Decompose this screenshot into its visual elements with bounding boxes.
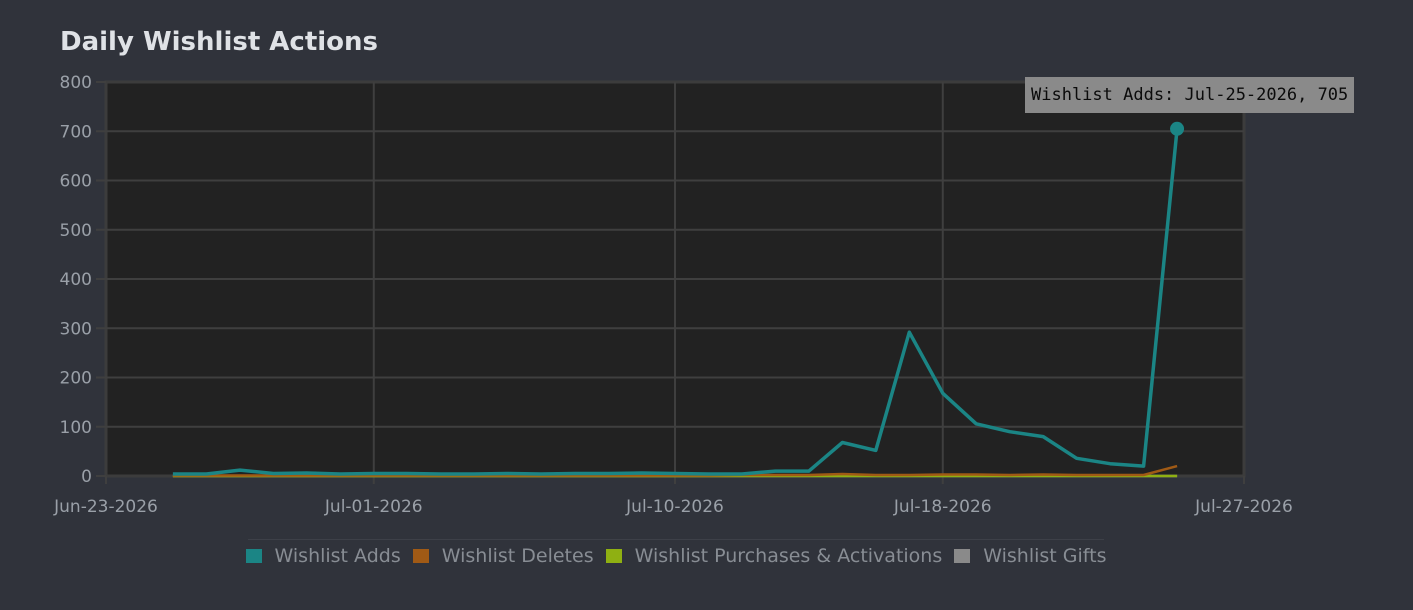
x-tick-label: Jul-18-2026 — [893, 497, 992, 517]
legend-item-wishlist-deletes[interactable]: Wishlist Deletes — [412, 545, 594, 567]
x-tick-label: Jul-10-2026 — [625, 497, 724, 517]
x-tick-label: Jun-23-2026 — [53, 497, 158, 517]
legend-item-wishlist-gifts[interactable]: Wishlist Gifts — [954, 545, 1107, 567]
highlighted-data-point[interactable] — [1170, 121, 1185, 136]
legend-swatch-gifts — [954, 549, 971, 563]
legend-label-deletes: Wishlist Deletes — [441, 545, 594, 567]
legend-swatch-deletes — [412, 549, 429, 563]
legend-item-wishlist-adds[interactable]: Wishlist Adds — [245, 545, 401, 567]
legend-label-adds: Wishlist Adds — [274, 545, 401, 567]
y-tick-label: 100 — [60, 418, 92, 438]
x-tick-label: Jul-01-2026 — [324, 497, 423, 517]
y-tick-label: 800 — [60, 73, 92, 93]
series-layer — [172, 121, 1185, 478]
y-tick-label: 400 — [60, 270, 92, 290]
y-axis: 0 100 200 300 400 500 600 700 800 — [60, 73, 106, 487]
legend-label-purchases: Wishlist Purchases & Activations — [634, 545, 943, 567]
x-axis: Jun-23-2026 Jul-01-2026 Jul-10-2026 Jul-18-… — [53, 476, 1293, 517]
legend-swatch-purchases — [605, 549, 622, 563]
y-tick-label: 500 — [60, 221, 92, 241]
legend: Wishlist Adds Wishlist Deletes Wishlist … — [245, 539, 1107, 572]
y-tick-label: 200 — [60, 369, 92, 389]
y-tick-label: 700 — [60, 122, 92, 142]
y-tick-label: 0 — [81, 467, 92, 487]
legend-swatch-adds — [245, 549, 262, 563]
x-tick-label: Jul-27-2026 — [1194, 497, 1293, 517]
series-line-wishlist-adds[interactable] — [172, 128, 1179, 476]
y-tick-label: 600 — [60, 172, 92, 192]
grid-lines — [106, 82, 1244, 476]
y-tick-label: 300 — [60, 319, 92, 339]
chart-title: Daily Wishlist Actions — [60, 27, 379, 57]
data-tooltip: Wishlist Adds: Jul-25-2026, 705 — [1025, 77, 1355, 113]
legend-item-wishlist-purchases[interactable]: Wishlist Purchases & Activations — [605, 545, 943, 567]
legend-label-gifts: Wishlist Gifts — [983, 545, 1107, 567]
